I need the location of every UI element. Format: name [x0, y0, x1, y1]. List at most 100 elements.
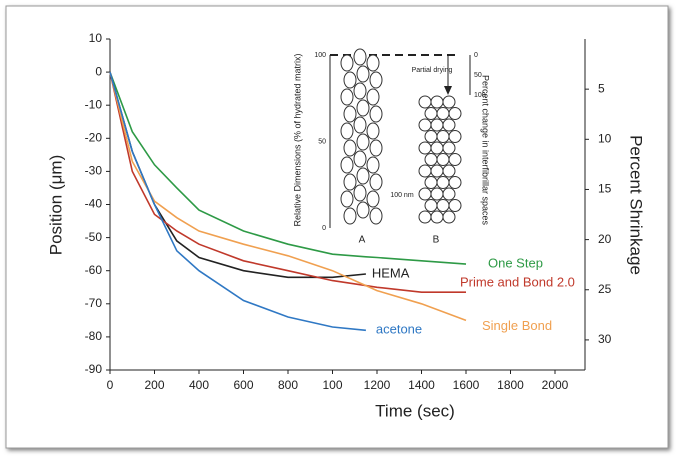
fibril	[366, 190, 380, 208]
fibril	[366, 156, 380, 174]
fibril	[343, 105, 357, 123]
fibril	[430, 141, 444, 155]
inset-tick-label: 50	[474, 72, 482, 79]
inset-tick-label: 0	[322, 225, 326, 232]
x-tick-label: 800	[278, 378, 298, 392]
y-tick-label: 10	[89, 31, 103, 45]
fibril	[424, 107, 438, 120]
fibril	[356, 99, 370, 117]
x-tick-label: 200	[144, 378, 164, 392]
y-tick-label: -20	[85, 130, 103, 144]
fibril	[340, 190, 354, 208]
fibril	[340, 88, 354, 106]
x-tick-label: 2000	[542, 378, 569, 392]
y-tick-label: -80	[85, 329, 103, 343]
fibril	[430, 95, 444, 109]
fibril	[448, 130, 462, 143]
y2-tick-label: 30	[598, 332, 612, 346]
fibril	[430, 118, 444, 132]
y2-tick-label: 25	[598, 282, 612, 296]
fibril	[418, 95, 432, 109]
x-tick-label: 400	[189, 378, 209, 392]
legend-label: Single Bond	[482, 318, 552, 333]
fibril	[366, 88, 380, 106]
fibril	[369, 207, 383, 225]
fibril	[424, 199, 438, 212]
fibril	[366, 54, 380, 72]
y-tick-label: -60	[85, 263, 103, 277]
y-tick-label: -70	[85, 296, 103, 310]
legend-label: HEMA	[372, 265, 410, 280]
inset-tick-label: 50	[318, 138, 326, 145]
inset-panel: B	[433, 235, 440, 246]
inset-right-label: Percent change in interfibrillar spaces	[481, 75, 491, 226]
fibril	[343, 207, 357, 225]
fibril	[369, 105, 383, 123]
fibril	[369, 139, 383, 157]
fibril	[340, 156, 354, 174]
fibril	[356, 65, 370, 83]
line	[109, 71, 467, 265]
fibril	[356, 133, 370, 151]
inset-arrowhead	[444, 86, 452, 95]
fibril	[353, 82, 367, 100]
x-tick-label: 100	[322, 378, 342, 392]
x-tick-label: 1800	[497, 378, 524, 392]
y-tick-label: -40	[85, 197, 103, 211]
y-tick-label: 0	[95, 64, 102, 78]
fibril	[430, 187, 444, 201]
fibril	[369, 71, 383, 89]
fibril	[418, 210, 432, 224]
fibril	[448, 107, 462, 120]
line	[109, 71, 466, 293]
fibril	[366, 122, 380, 140]
y2-tick-label: 15	[598, 182, 612, 196]
fibril	[442, 210, 456, 224]
fibril	[356, 201, 370, 219]
fibril	[436, 130, 450, 143]
fibril	[448, 176, 462, 189]
legend-label: acetone	[376, 322, 422, 337]
fibril	[343, 139, 357, 157]
inset-scale: 100 nm	[390, 192, 414, 199]
y-tick-label: -90	[85, 362, 103, 376]
fibril	[353, 116, 367, 134]
y2-tick-label: 5	[598, 81, 605, 95]
fibril	[340, 122, 354, 140]
y-tick-label: -50	[85, 230, 103, 244]
fibril	[353, 150, 367, 168]
fibril	[448, 199, 462, 212]
y-tick-label: -10	[85, 97, 103, 111]
fibril	[418, 164, 432, 178]
fibril	[343, 173, 357, 191]
fibril	[369, 173, 383, 191]
inset-tick-label: 100	[474, 92, 486, 99]
fibril	[430, 210, 444, 224]
inset-panel: A	[359, 235, 366, 246]
legend-label: One Step	[488, 256, 543, 271]
inset: Relative Dimensions (% of hydrated matri…	[292, 42, 491, 246]
fibril	[436, 153, 450, 166]
x-tick-label: 1400	[408, 378, 435, 392]
fibril	[353, 184, 367, 202]
fibril	[424, 153, 438, 166]
legend-label: Prime and Bond 2.0	[460, 275, 575, 290]
fibril	[430, 164, 444, 178]
inset-drying: Partial drying	[412, 67, 453, 74]
fibril	[442, 118, 456, 132]
x-tick-label: 1600	[453, 378, 480, 392]
y-axis-label: Position (μm)	[46, 155, 65, 255]
y-tick-label: -30	[85, 164, 103, 178]
line	[109, 71, 366, 332]
fibril	[424, 130, 438, 143]
fibril	[340, 54, 354, 72]
y2-tick-label: 20	[598, 232, 612, 246]
fibril	[418, 141, 432, 155]
inset-tick-label: 100	[314, 52, 326, 59]
fibril	[442, 95, 456, 109]
inset-left-label: Relative Dimensions (% of hydrated matri…	[292, 53, 302, 226]
y2-axis-label: Percent Shrinkage	[627, 135, 646, 275]
fibril	[448, 153, 462, 166]
fibril	[436, 199, 450, 212]
